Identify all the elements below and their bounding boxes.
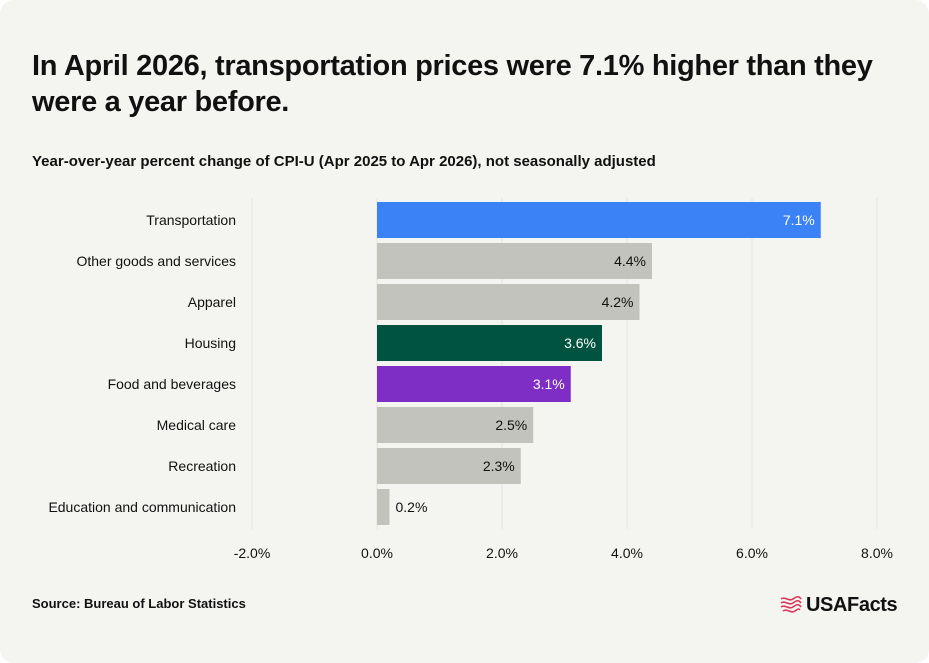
flag-icon [780,595,802,613]
data-label: 7.1% [783,212,815,228]
category-label: Other goods and services [76,253,236,269]
x-tick-label: 8.0% [861,545,893,561]
data-label: 4.2% [602,294,634,310]
data-label: 0.2% [396,499,428,515]
bar-chart: -2.0% 0.0% 2.0% 4.0% 6.0% 8.0% Transportation 7… [48,198,893,561]
x-tick-label: 6.0% [736,545,768,561]
usafacts-logo[interactable]: USAFacts [779,591,898,619]
bar [377,448,521,484]
x-tick-label: 4.0% [611,545,643,561]
category-label: Medical care [157,417,237,433]
source-note: Source: Bureau of Labor Statistics [32,596,246,611]
data-label: 2.5% [495,417,527,433]
category-label: Recreation [168,458,236,474]
x-tick-label: -2.0% [234,545,271,561]
data-label: 4.4% [614,253,646,269]
category-label: Apparel [188,294,236,310]
bar [377,284,640,320]
data-label: 2.3% [483,458,515,474]
bar [377,325,602,361]
data-label: 3.6% [564,335,596,351]
chart-title: In April 2026, transportation prices wer… [32,50,873,118]
chart-subtitle: Year-over-year percent change of CPI-U (… [32,153,656,170]
bar [377,489,390,525]
bar [377,202,821,238]
bar [377,243,652,279]
bar [377,407,534,443]
category-label: Transportation [146,212,236,228]
x-tick-label: 2.0% [486,545,518,561]
category-label: Education and communication [48,499,236,515]
bar [377,366,571,402]
category-label: Housing [185,335,236,351]
brand-name: USAFacts [806,593,898,616]
data-label: 3.1% [533,376,565,392]
x-tick-label: 0.0% [361,545,393,561]
category-label: Food and beverages [108,376,236,392]
